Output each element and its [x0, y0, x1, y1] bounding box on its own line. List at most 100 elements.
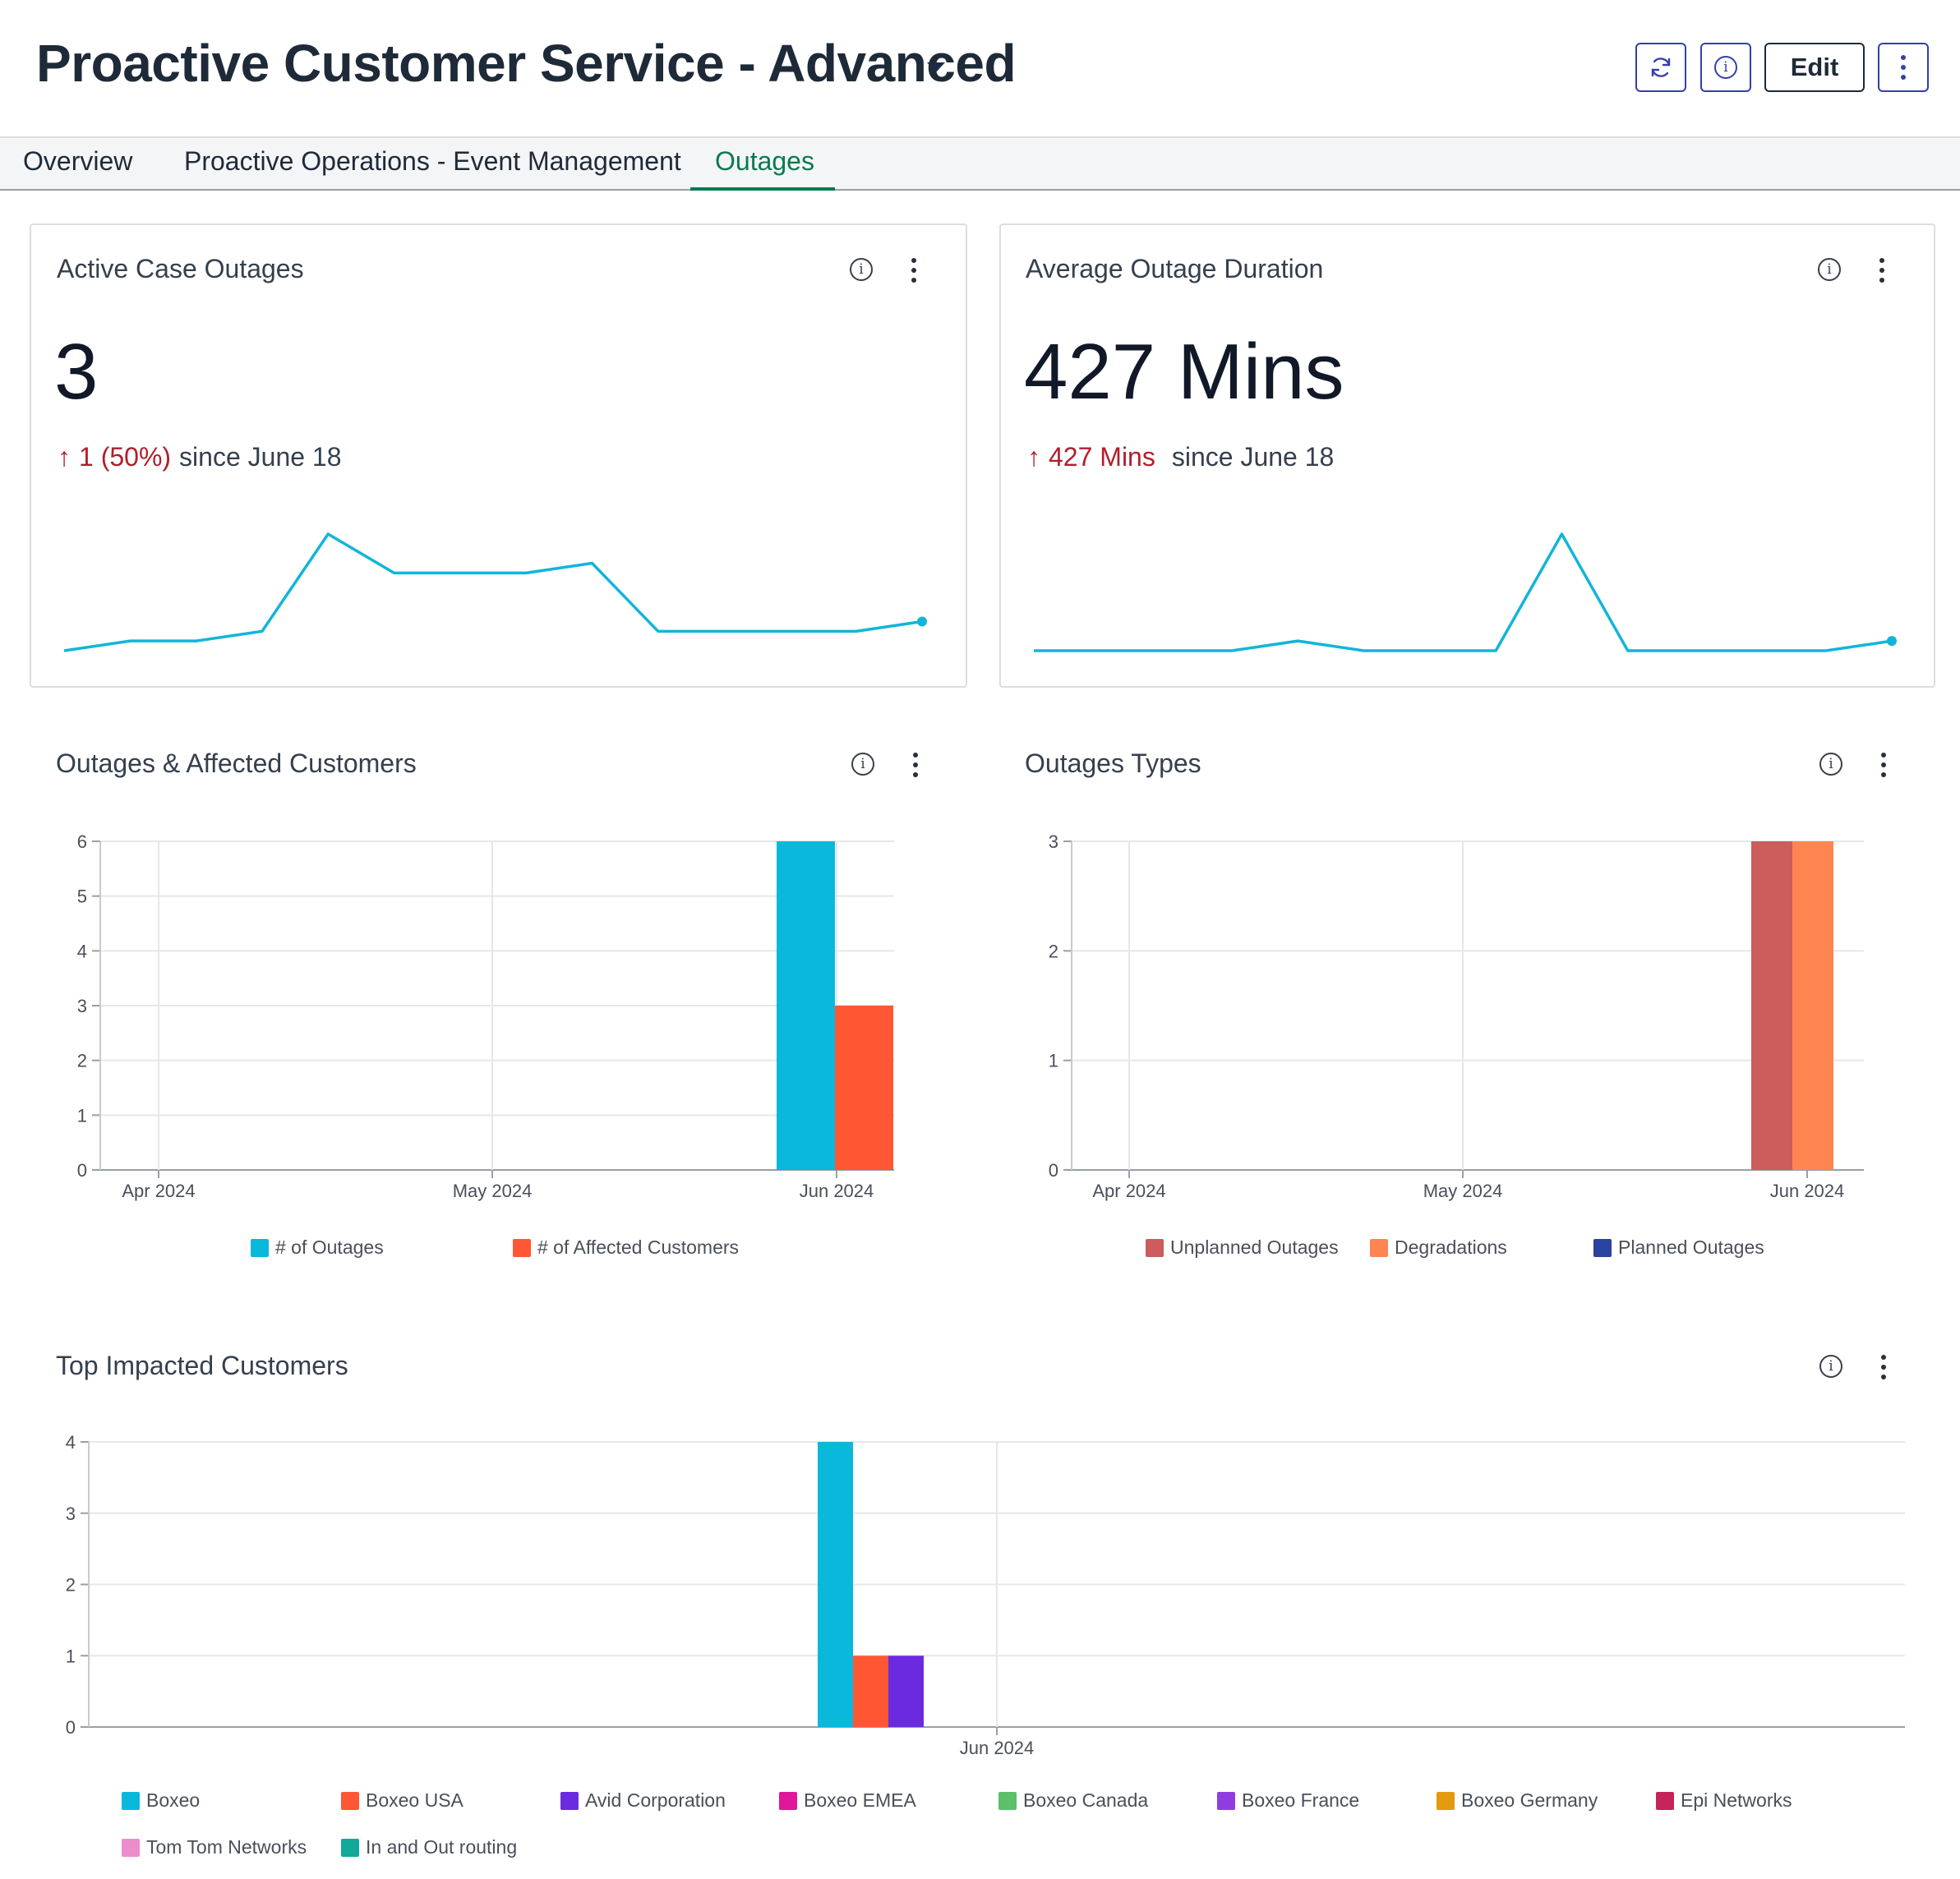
legend-label: Tom Tom Networks: [146, 1836, 307, 1858]
legend-swatch: [251, 1238, 269, 1257]
kpi-delta: ↑ 427 Mins since June 18: [1027, 442, 1334, 472]
sparkline-line: [63, 532, 923, 652]
edit-button[interactable]: Edit: [1764, 43, 1865, 92]
chart-legend: Unplanned Outages Degradations Planned Out…: [978, 1237, 1956, 1269]
tab-overview[interactable]: Overview: [23, 146, 133, 176]
legend-label: Epi Networks: [1681, 1789, 1792, 1811]
x-tick-label: Apr 2024: [122, 1181, 195, 1201]
y-tick-label: 2: [1049, 941, 1058, 961]
legend-swatch: [122, 1791, 140, 1810]
tab-proactive-operations[interactable]: Proactive Operations - Event Management: [184, 146, 681, 176]
legend-label: Boxeo Canada: [1023, 1789, 1149, 1811]
sparkline-active-outages: [63, 532, 927, 652]
more-vertical-icon[interactable]: [1879, 258, 1885, 283]
bar[interactable]: [1751, 841, 1792, 1170]
x-tick-label: Jun 2024: [960, 1738, 1035, 1758]
x-tick-label: Jun 2024: [800, 1181, 874, 1201]
legend-swatch: [122, 1838, 140, 1857]
bar[interactable]: [818, 1442, 853, 1727]
legend-item[interactable]: Epi Networks: [1656, 1789, 1792, 1812]
kpi-value: 3: [54, 328, 99, 416]
legend-item[interactable]: Degradations: [1370, 1237, 1507, 1259]
chart-title: Outages Types: [1025, 748, 1201, 778]
more-vertical-icon[interactable]: [1880, 753, 1887, 777]
delta-value: 427 Mins: [1049, 442, 1155, 472]
y-tick-label: 3: [1049, 831, 1058, 852]
y-tick-label: 6: [77, 831, 87, 852]
bar[interactable]: [777, 841, 835, 1170]
legend-item[interactable]: Boxeo Germany: [1437, 1789, 1598, 1812]
info-icon[interactable]: i: [1819, 1355, 1842, 1378]
more-vertical-icon[interactable]: [911, 258, 917, 283]
top-impacted-customers-chart: 0 1 2 3 4 Jun 2024: [66, 1432, 1905, 1758]
legend-swatch: [1217, 1791, 1235, 1810]
page-title: Proactive Customer Service - Advanced: [36, 34, 1017, 93]
more-vertical-icon[interactable]: [912, 753, 919, 777]
chart-legend: # of Outages # of Affected Customers: [0, 1237, 978, 1269]
info-icon[interactable]: i: [1818, 258, 1841, 281]
y-tick-label: 1: [77, 1105, 87, 1126]
active-tab-indicator: [690, 187, 835, 191]
sparkline-end-point: [1887, 636, 1897, 647]
legend-item[interactable]: Boxeo Canada: [998, 1789, 1148, 1812]
chart-legend: Boxeo Boxeo USA Avid Corporation Boxeo EMEA…: [0, 1789, 1960, 1872]
refresh-button[interactable]: [1635, 43, 1686, 92]
card-title: Active Case Outages: [57, 254, 304, 283]
y-tick-label: 3: [66, 1504, 76, 1524]
legend-label: Boxeo Germany: [1461, 1789, 1598, 1811]
bar[interactable]: [1792, 841, 1833, 1170]
more-options-button[interactable]: [1878, 43, 1929, 92]
legend-label: Degradations: [1395, 1237, 1507, 1258]
legend-item[interactable]: Tom Tom Networks: [122, 1836, 307, 1858]
legend-swatch: [1370, 1238, 1388, 1257]
legend-item[interactable]: Boxeo: [122, 1789, 200, 1812]
legend-label: Boxeo France: [1242, 1789, 1360, 1811]
kpi-value: 427 Mins: [1024, 328, 1344, 416]
legend-label: Avid Corporation: [585, 1789, 726, 1811]
delta-since: since June 18: [179, 442, 342, 472]
y-tick-label: 2: [66, 1575, 76, 1596]
legend-label: Planned Outages: [1618, 1237, 1764, 1258]
more-vertical-icon[interactable]: [1880, 1355, 1887, 1379]
chart-title: Outages & Affected Customers: [56, 748, 417, 778]
tab-outages[interactable]: Outages: [715, 146, 814, 176]
y-tick-label: 1: [66, 1646, 76, 1666]
bar[interactable]: [853, 1656, 888, 1727]
info-icon[interactable]: i: [850, 258, 873, 281]
legend-label: Unplanned Outages: [1170, 1237, 1339, 1258]
delta-value: 1 (50%): [79, 442, 172, 472]
sparkline-line: [1034, 532, 1893, 652]
y-tick-label: 0: [1049, 1160, 1058, 1181]
legend-item[interactable]: Boxeo EMEA: [779, 1789, 916, 1812]
legend-item[interactable]: Planned Outages: [1593, 1237, 1764, 1259]
legend-item[interactable]: Avid Corporation: [560, 1789, 726, 1812]
legend-swatch: [1656, 1791, 1674, 1810]
refresh-icon: [1651, 58, 1671, 77]
legend-swatch: [779, 1791, 797, 1810]
chevron-down-icon[interactable]: [927, 62, 945, 72]
bar[interactable]: [888, 1656, 924, 1727]
bar[interactable]: [835, 1006, 893, 1170]
y-tick-label: 4: [77, 941, 87, 961]
legend-label: In and Out routing: [366, 1836, 518, 1858]
tab-bar: [0, 136, 1960, 191]
legend-label: Boxeo EMEA: [804, 1789, 916, 1811]
card-title: Average Outage Duration: [1026, 254, 1324, 283]
legend-swatch: [341, 1791, 359, 1810]
legend-item[interactable]: Boxeo USA: [341, 1789, 463, 1812]
delta-since: since June 18: [1171, 442, 1335, 472]
arrow-up-icon: ↑: [58, 442, 71, 472]
legend-item[interactable]: In and Out routing: [341, 1836, 517, 1858]
info-icon[interactable]: i: [851, 753, 874, 776]
outages-affected-chart: 0 1 2 3 4 5 6 Apr 2024 May 2024 Jun 2024: [77, 831, 894, 1201]
info-button[interactable]: i: [1700, 43, 1751, 92]
x-tick-label: Apr 2024: [1092, 1181, 1165, 1201]
info-icon[interactable]: i: [1819, 753, 1842, 776]
legend-label: Boxeo: [146, 1789, 201, 1811]
legend-item[interactable]: Boxeo France: [1217, 1789, 1359, 1812]
legend-item[interactable]: # of Affected Customers: [513, 1237, 739, 1259]
legend-item[interactable]: Unplanned Outages: [1146, 1237, 1339, 1259]
x-tick-label: May 2024: [453, 1181, 533, 1201]
y-tick-label: 5: [77, 887, 87, 907]
legend-item[interactable]: # of Outages: [251, 1237, 384, 1259]
